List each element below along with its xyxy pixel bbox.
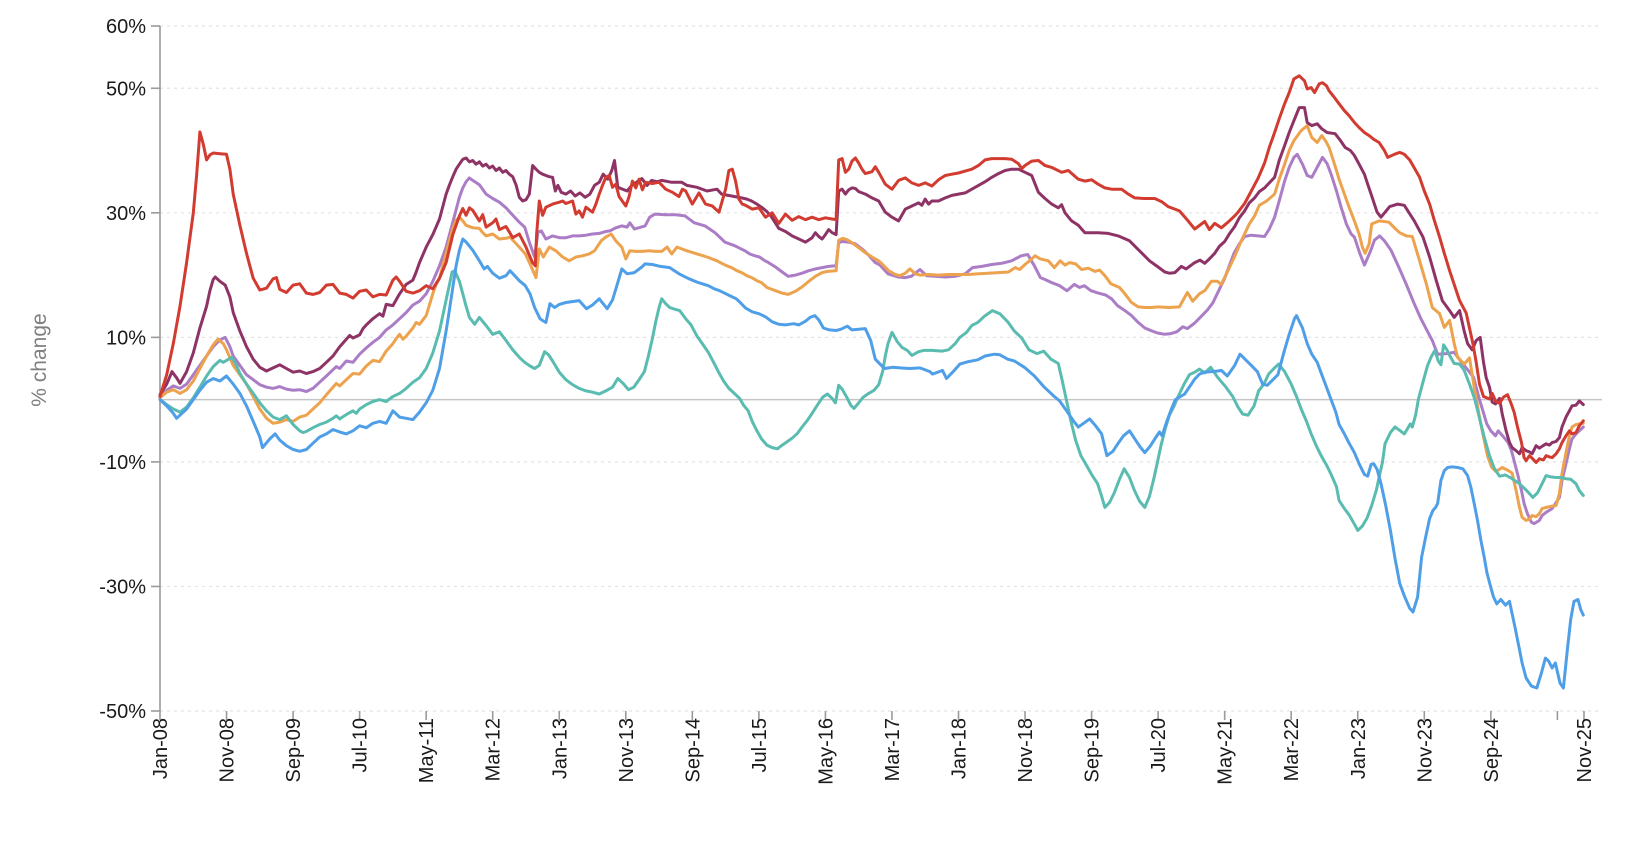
y-axis-label: % change	[28, 313, 51, 406]
x-tick-label: Mar-17	[882, 718, 904, 781]
teal-line	[158, 269, 1585, 532]
x-tick-label: Jul-10	[350, 718, 372, 772]
red-line	[158, 74, 1585, 464]
dark-red-line	[158, 106, 1585, 456]
y-tick-label: -10%	[99, 452, 146, 474]
x-tick-label: May-11	[416, 718, 438, 783]
x-tick-label: Sep-09	[283, 718, 305, 783]
x-tick-label: Mar-12	[483, 718, 505, 781]
x-tick-label: Jan-18	[949, 718, 971, 779]
x-tick-label: May-16	[815, 718, 837, 785]
blue-line	[158, 237, 1585, 690]
x-tick-label: Jan-13	[549, 718, 571, 779]
x-tick-label: Nov-23	[1414, 718, 1436, 782]
x-tick-label: Sep-14	[682, 718, 704, 783]
y-tick-label: 50%	[106, 78, 146, 100]
x-tick-label: Nov-18	[1015, 718, 1037, 782]
x-tick-label: Nov-08	[217, 718, 239, 782]
x-tick-label: Nov-13	[616, 718, 638, 782]
x-tick-label: Sep-24	[1481, 718, 1503, 783]
x-tick-label: Jul-20	[1148, 718, 1170, 772]
x-tick-label: Mar-22	[1281, 718, 1303, 781]
x-tick-label: Nov-25	[1574, 718, 1596, 782]
purple-line	[158, 152, 1585, 526]
y-tick-label: 10%	[106, 327, 146, 349]
x-tick-label: Jan-08	[150, 718, 172, 779]
y-tick-label: 60%	[106, 16, 146, 38]
orange-line	[158, 124, 1585, 522]
y-tick-label: -30%	[99, 576, 146, 598]
y-tick-label: 30%	[106, 203, 146, 225]
x-tick-label: Sep-19	[1082, 718, 1104, 783]
x-tick-label: May-21	[1215, 718, 1237, 785]
y-tick-label: -50%	[99, 701, 146, 723]
x-tick-label: Jul-15	[749, 718, 771, 772]
x-tick-label: Jan-23	[1348, 718, 1370, 779]
